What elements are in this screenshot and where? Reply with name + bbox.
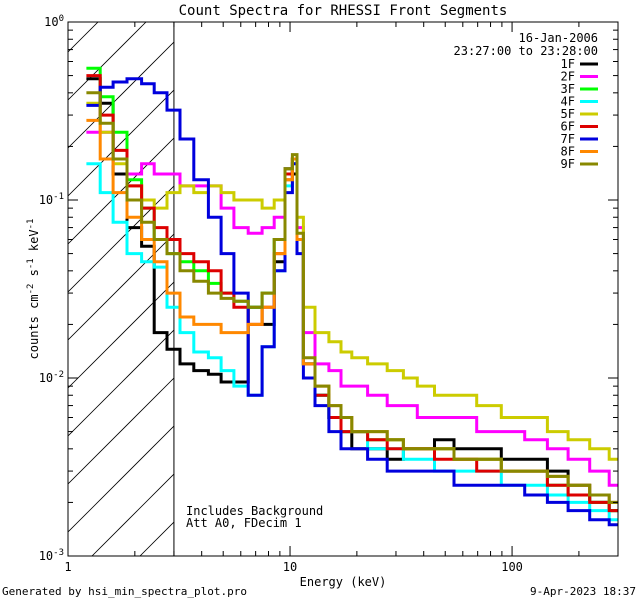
- y-tick-label: 10-1: [39, 192, 64, 207]
- hatch-line: [68, 425, 175, 533]
- hatched-region: [68, 0, 175, 556]
- legend-label-4F: 4F: [561, 95, 575, 109]
- series-layer: [86, 66, 618, 527]
- legend-label-8F: 8F: [561, 145, 575, 159]
- hatch-line: [68, 41, 175, 149]
- hatch-line: [68, 281, 175, 389]
- x-tick-label: 100: [501, 560, 523, 574]
- hatch-line: [91, 473, 175, 556]
- time-range-label: 23:27:00 to 23:28:00: [454, 44, 599, 58]
- legend-label-1F: 1F: [561, 57, 575, 71]
- annotation-attenuator: Att A0, FDecim 1: [186, 516, 302, 530]
- hatch-line: [139, 521, 175, 556]
- y-tick-label: 10-2: [39, 370, 64, 385]
- x-axis-label: Energy (keV): [300, 575, 387, 589]
- hatch-line: [68, 329, 175, 437]
- legend-label-7F: 7F: [561, 132, 575, 146]
- series-7F: [86, 77, 618, 527]
- series-5F: [86, 101, 618, 461]
- date-label: 16-Jan-2006: [519, 31, 598, 45]
- footer-generated-by: Generated by hsi_min_spectra_plot.pro: [2, 585, 247, 598]
- hatch-line: [68, 377, 175, 485]
- hatch-line: [68, 22, 147, 101]
- legend-label-6F: 6F: [561, 120, 575, 134]
- y-axis-label: counts cm-2 s-1 keV-1: [26, 219, 41, 360]
- hatch-line: [68, 89, 175, 197]
- hatch-line: [68, 233, 175, 341]
- plot-frame: [67, 21, 619, 557]
- y-axis-ticks: 10-3 10-2 10-1 100: [39, 14, 618, 563]
- series-9F: [86, 91, 618, 504]
- x-axis-ticks: 1 10 100: [64, 22, 619, 574]
- y-tick-label: 100: [44, 14, 64, 29]
- legend-label-9F: 9F: [561, 157, 575, 171]
- x-tick-label: 10: [283, 560, 297, 574]
- x-tick-label: 1: [64, 560, 71, 574]
- hatch-line: [68, 0, 174, 4]
- annotation-background: Includes Background: [186, 504, 323, 518]
- y-tick-label: 10-3: [39, 548, 64, 563]
- hatch-line: [68, 137, 175, 245]
- footer-timestamp: 9-Apr-2023 18:37: [530, 585, 636, 598]
- series-8F: [86, 118, 618, 504]
- chart-title: Count Spectra for RHESSI Front Segments: [179, 3, 508, 19]
- hatch-line: [68, 22, 99, 53]
- legend-label-2F: 2F: [561, 70, 575, 84]
- legend-label-5F: 5F: [561, 107, 575, 121]
- hatch-line: [68, 185, 175, 293]
- legend-label-3F: 3F: [561, 82, 575, 96]
